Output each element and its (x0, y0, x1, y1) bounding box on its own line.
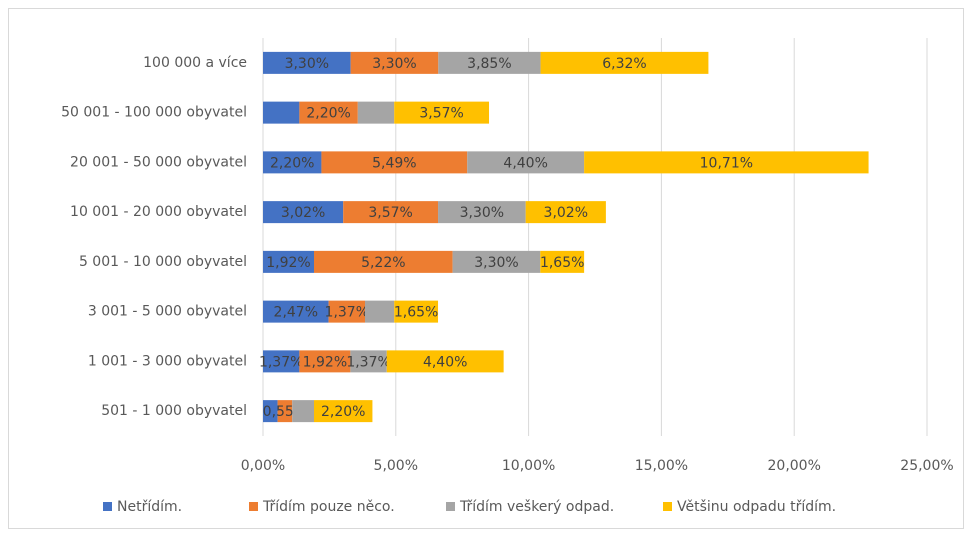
x-tick-label: 5,00% (374, 458, 418, 474)
legend-label: Netřídím. (117, 499, 182, 515)
data-label: 3,02% (281, 205, 325, 221)
data-label: 2,20% (270, 155, 314, 171)
legend-label: Třídím veškerý odpad. (459, 499, 614, 515)
x-tick-label: 10,00% (502, 458, 555, 474)
data-label: 1,92% (303, 354, 347, 370)
bar-segment (263, 300, 329, 323)
bar-segment (357, 101, 395, 124)
legend-swatch (446, 502, 455, 511)
data-label: 3,57% (368, 205, 412, 221)
data-label: 3,02% (544, 205, 588, 221)
data-label: 1,92% (266, 255, 310, 271)
y-tick-label: 50 001 - 100 000 obyvatel (61, 105, 247, 121)
x-tick-label: 0,00% (241, 458, 285, 474)
bar-segment (364, 300, 395, 323)
data-label: 3,57% (419, 106, 463, 122)
bar-segment (263, 350, 300, 373)
data-label: 6,32% (602, 56, 646, 72)
data-label: 3,30% (474, 255, 518, 271)
data-label: 1,65% (394, 305, 438, 321)
bar-segment (540, 51, 709, 74)
y-tick-label: 5 001 - 10 000 obyvatel (79, 254, 247, 270)
data-label: 3,30% (372, 56, 416, 72)
data-label: 5,49% (372, 155, 416, 171)
bar-segment (263, 400, 278, 423)
bar-segment (313, 250, 453, 273)
bar-segment (467, 151, 585, 174)
bar-segment (438, 201, 526, 224)
bar-segment (328, 300, 365, 323)
legend-label: Třídím pouze něco. (262, 499, 395, 515)
data-label: 5,22% (361, 255, 405, 271)
bar-segment (263, 51, 351, 74)
bar-segment (438, 51, 541, 74)
data-label: 3,30% (285, 56, 329, 72)
data-label: 2,20% (321, 404, 365, 420)
bar-segment (350, 350, 387, 373)
bar-segment (350, 51, 439, 74)
y-tick-label: 100 000 a více (143, 55, 247, 71)
bar-segment (386, 350, 504, 373)
bar-segment (540, 250, 585, 273)
bar-segment (299, 101, 358, 124)
legend-swatch (663, 502, 672, 511)
legend-label: Většinu odpadu třídím. (677, 499, 836, 515)
y-tick-label: 501 - 1 000 obyvatel (101, 403, 247, 419)
bar-segment (263, 101, 300, 124)
data-label: 1,37% (346, 354, 390, 370)
y-tick-label: 10 001 - 20 000 obyvatel (70, 204, 247, 220)
data-label: 1,37% (259, 354, 303, 370)
bar-segment (313, 400, 373, 423)
data-label: 10,71% (700, 155, 753, 171)
data-label: 1,65% (540, 255, 584, 271)
data-label: 2,20% (306, 106, 350, 122)
bar-segment (584, 151, 869, 174)
data-label: 3,30% (460, 205, 504, 221)
y-tick-label: 1 001 - 3 000 obyvatel (88, 353, 247, 369)
bar-segment (263, 151, 322, 174)
bar-segment (292, 400, 314, 423)
bar-segment (321, 151, 468, 174)
bar-segment (525, 201, 606, 224)
legend-swatch (249, 502, 258, 511)
x-tick-label: 15,00% (635, 458, 688, 474)
data-label: 3,85% (467, 56, 511, 72)
bar-segment (277, 400, 293, 423)
data-label: 4,40% (423, 354, 467, 370)
data-label: 1,37% (325, 305, 369, 321)
bar-segment (394, 300, 439, 323)
bar-segment (263, 201, 344, 224)
bar-segment (299, 350, 351, 373)
bar-segment (263, 250, 314, 273)
x-tick-label: 25,00% (900, 458, 953, 474)
y-tick-label: 3 001 - 5 000 obyvatel (88, 304, 247, 320)
data-label: 4,40% (503, 155, 547, 171)
legend-swatch (103, 502, 112, 511)
data-label: 2,47% (274, 305, 318, 321)
y-tick-label: 20 001 - 50 000 obyvatel (70, 154, 247, 170)
bar-segment (452, 250, 541, 273)
bar-segment (394, 101, 490, 124)
x-tick-label: 20,00% (768, 458, 821, 474)
bar-segment (343, 201, 439, 224)
